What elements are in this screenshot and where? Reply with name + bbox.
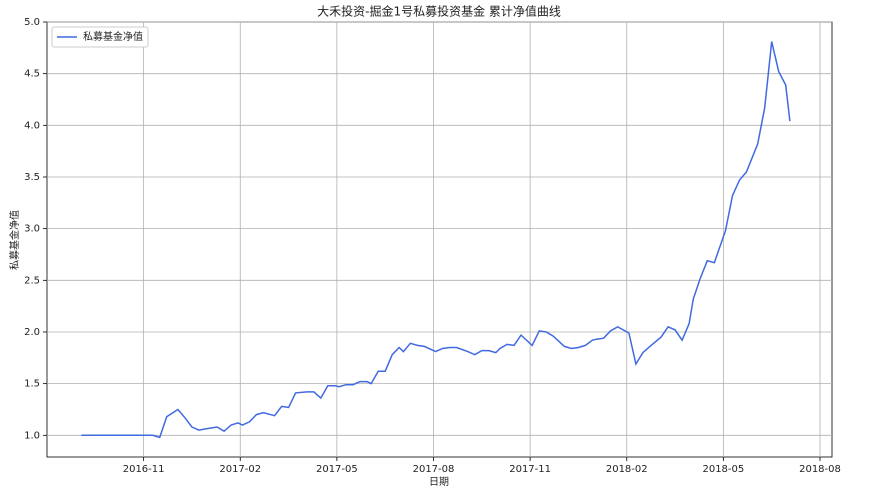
data-line <box>81 41 791 439</box>
x-tick-label: 2017-11 <box>509 464 551 475</box>
y-tick-label: 4.5 <box>24 69 40 80</box>
y-axis-label: 私募基金净值 <box>8 210 21 270</box>
y-tick-label: 4.0 <box>24 120 40 131</box>
legend-box <box>51 26 149 48</box>
x-tick-label: 2017-05 <box>316 464 358 475</box>
x-tick-label: 2018-08 <box>799 464 841 475</box>
x-tick-label: 2017-08 <box>413 464 455 475</box>
plot-frame <box>46 21 833 458</box>
y-tick-label: 2.5 <box>24 275 40 286</box>
x-axis-label: 日期 <box>429 476 449 488</box>
x-tick-label: 2017-02 <box>219 464 261 475</box>
x-tick-label: 2018-05 <box>702 464 744 475</box>
y-tick-label: 3.5 <box>24 172 40 183</box>
y-tick-label: 1.5 <box>24 379 40 390</box>
legend-label: 私募基金净值 <box>83 30 143 43</box>
y-tick-label: 2.0 <box>24 327 40 338</box>
x-tick-label: 2016-11 <box>123 464 165 475</box>
y-tick-label: 1.0 <box>24 430 40 441</box>
y-tick-label: 5.0 <box>24 17 40 28</box>
y-tick-label: 3.0 <box>24 224 40 235</box>
x-tick-label: 2018-02 <box>606 464 648 475</box>
chart-title: 大禾投资-掘金1号私募投资基金 累计净值曲线 <box>317 4 561 19</box>
